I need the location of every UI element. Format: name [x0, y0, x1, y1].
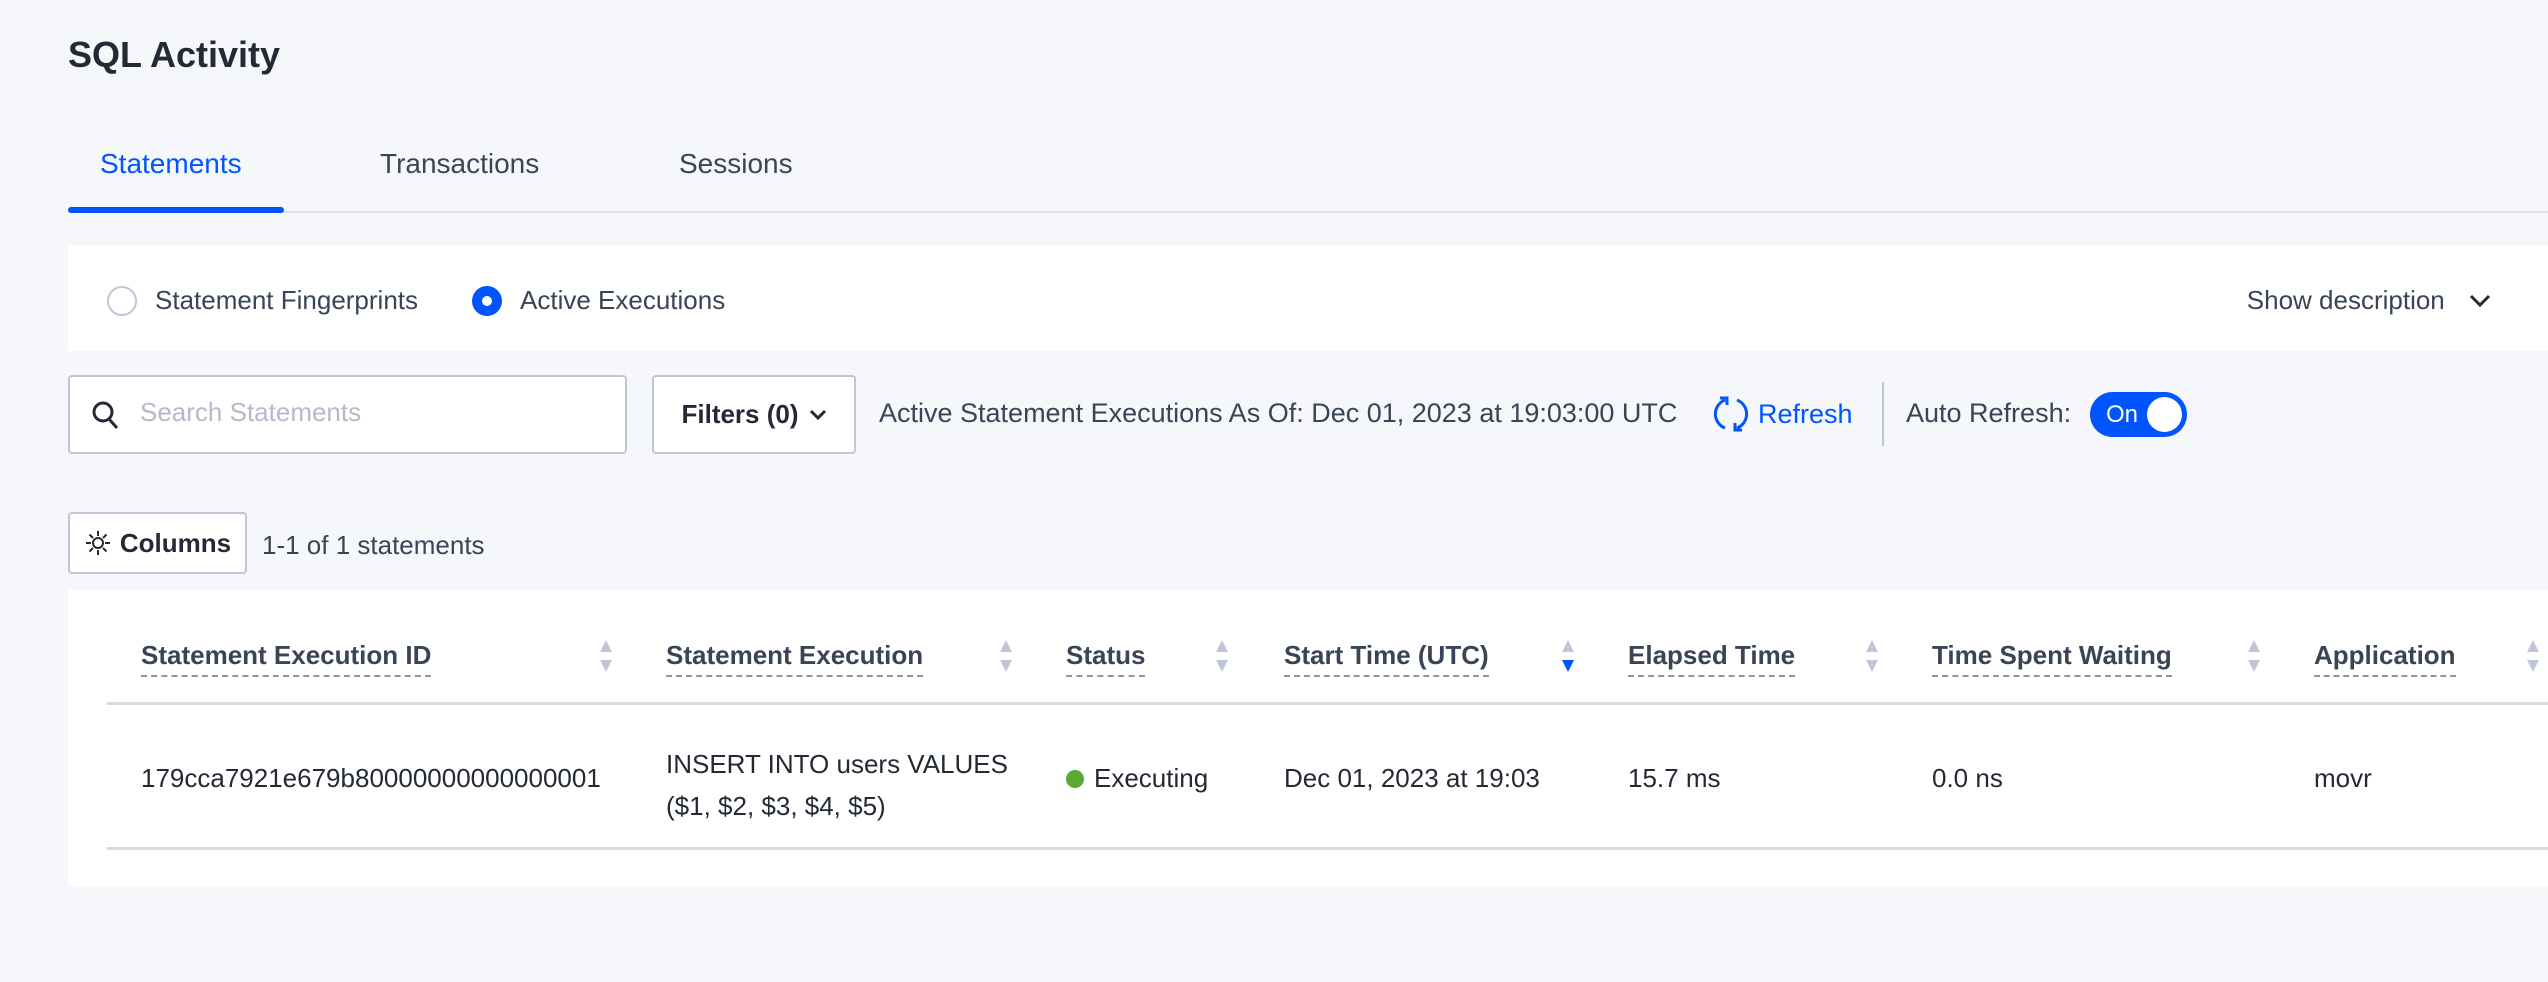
- columns-button[interactable]: Columns: [68, 512, 247, 574]
- sort-icon[interactable]: [1864, 638, 1880, 674]
- tab-divider: [68, 211, 2548, 213]
- show-description-label: Show description: [2246, 285, 2445, 315]
- sort-icon[interactable]: [598, 638, 614, 674]
- cell-start-time: Dec 01, 2023 at 19:03: [1284, 763, 1540, 793]
- search-input[interactable]: [140, 397, 600, 428]
- header-divider: [107, 702, 2548, 705]
- as-of-timestamp: Active Statement Executions As Of: Dec 0…: [879, 398, 1678, 428]
- refresh-button[interactable]: Refresh: [1712, 394, 1853, 434]
- column-header-time-spent-waiting[interactable]: Time Spent Waiting: [1932, 640, 2172, 677]
- show-description-toggle[interactable]: Show description: [2247, 285, 2492, 316]
- tab-sessions[interactable]: Sessions: [679, 148, 793, 179]
- cell-time-spent-waiting: 0.0 ns: [1932, 763, 2003, 793]
- radio-active-executions[interactable]: [472, 286, 502, 316]
- cell-statement[interactable]: INSERT INTO users VALUES ($1, $2, $3, $4,…: [666, 743, 1036, 827]
- sort-icon[interactable]: [1214, 638, 1230, 674]
- chevron-down-icon: [809, 409, 826, 420]
- sort-icon[interactable]: [2525, 638, 2541, 674]
- column-header-elapsed-time[interactable]: Elapsed Time: [1628, 640, 1796, 677]
- page-title: SQL Activity: [68, 34, 281, 75]
- cell-status: Executing: [1066, 763, 1208, 794]
- filters-label: Filters (0): [681, 399, 799, 429]
- column-header-statement-execution[interactable]: Statement Execution: [666, 640, 924, 677]
- cell-elapsed-time: 15.7 ms: [1628, 763, 1721, 793]
- refresh-icon: [1713, 396, 1749, 432]
- search-icon: [92, 401, 119, 429]
- divider: [1882, 382, 1884, 446]
- chevron-down-icon: [2469, 294, 2491, 308]
- sort-icon[interactable]: [998, 638, 1014, 674]
- active-tab-indicator: [68, 207, 284, 213]
- gear-icon: [85, 531, 110, 555]
- view-selector-panel: [68, 245, 2548, 351]
- toggle-state: On: [2106, 401, 2139, 428]
- status-dot-icon: [1066, 770, 1084, 788]
- status-text: Executing: [1094, 763, 1209, 793]
- tab-transactions[interactable]: Transactions: [380, 148, 540, 179]
- column-header-statement-execution-id[interactable]: Statement Execution ID: [141, 640, 432, 677]
- auto-refresh-toggle[interactable]: On: [2090, 392, 2187, 437]
- result-count: 1-1 of 1 statements: [262, 530, 485, 560]
- table-panel: [68, 590, 2548, 886]
- refresh-label: Refresh: [1758, 398, 1853, 429]
- column-header-status[interactable]: Status: [1066, 640, 1146, 677]
- cell-application: movr: [2314, 763, 2372, 793]
- column-header-application[interactable]: Application: [2314, 640, 2456, 677]
- filters-button[interactable]: Filters (0): [652, 375, 856, 454]
- columns-label: Columns: [119, 527, 232, 558]
- cell-execution-id: 179cca7921e679b80000000000000001: [141, 763, 601, 793]
- row-divider: [107, 847, 2548, 850]
- sort-icon[interactable]: [2246, 638, 2262, 674]
- sort-icon[interactable]: [1560, 638, 1576, 674]
- statement-line: INSERT INTO users VALUES: [666, 749, 1008, 779]
- radio-label-statement-fingerprints[interactable]: Statement Fingerprints: [155, 285, 419, 315]
- statement-line: ($1, $2, $3, $4, $5): [666, 791, 886, 821]
- auto-refresh-label: Auto Refresh:: [1906, 398, 2072, 428]
- toggle-knob: [2147, 397, 2182, 432]
- search-box[interactable]: [68, 375, 627, 454]
- radio-statement-fingerprints[interactable]: [107, 286, 137, 316]
- tab-statements[interactable]: Statements: [100, 148, 242, 179]
- column-header-start-time[interactable]: Start Time (UTC): [1284, 640, 1489, 677]
- radio-label-active-executions[interactable]: Active Executions: [520, 285, 726, 315]
